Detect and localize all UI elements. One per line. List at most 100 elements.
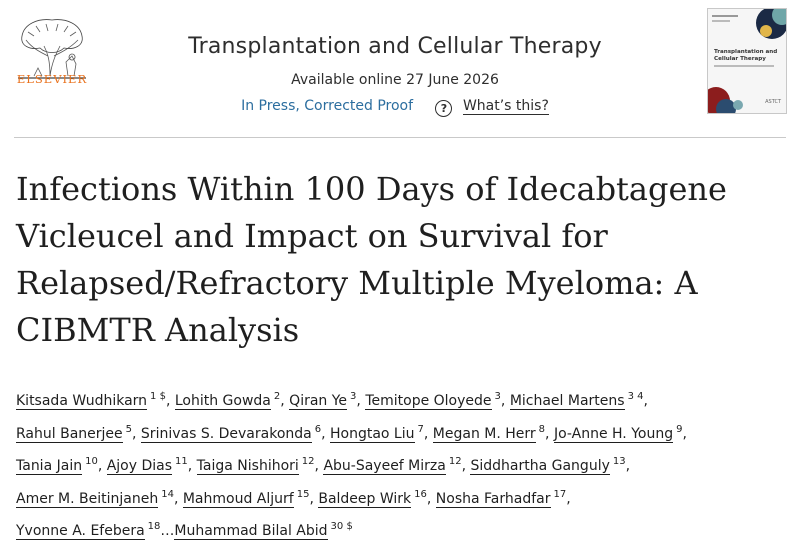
author-separator: , — [321, 425, 326, 442]
author-affiliation: 13 — [612, 456, 626, 467]
publisher-name: ELSEVIER — [16, 72, 88, 86]
author-item[interactable]: Qiran Ye 3, — [289, 391, 361, 410]
author-affiliation: 6 — [314, 423, 322, 435]
author-name[interactable]: Taiga Nishihori — [196, 458, 299, 475]
author-affiliation: 9 — [676, 423, 683, 435]
author-separator: , — [173, 490, 179, 507]
author-item[interactable]: Jo-Anne H. Young 9, — [553, 423, 687, 443]
cover-brand: ASTCT — [765, 99, 781, 105]
author-list: Kitsada Wudhikarn 1 $, Lohith Gowda 2, Qir… — [16, 383, 791, 546]
author-item[interactable]: Kitsada Wudhikarn 1 $, — [16, 391, 171, 410]
available-online-date: Available online 27 June 2026 — [291, 72, 499, 88]
author-affiliation: 7 — [417, 423, 424, 435]
author-separator: , — [426, 490, 432, 507]
author-affiliation: 12 — [448, 456, 462, 467]
author-separator: , — [625, 458, 631, 474]
journal-header: ELSEVIER Transplantation and Cellular Th… — [0, 0, 800, 138]
whats-this-link[interactable]: What’s this? — [462, 98, 549, 115]
author-item[interactable]: Ajoy Dias 11, — [106, 456, 193, 475]
cover-art — [708, 9, 786, 113]
author-name[interactable]: Rahul Banerjee — [16, 425, 123, 443]
author-item[interactable]: Michael Martens 3 4, — [509, 391, 648, 410]
elsevier-tree-icon[interactable] — [14, 8, 90, 90]
author-item[interactable]: Srinivas S. Devarakonda 6, — [140, 423, 326, 443]
author-name[interactable]: Tania Jain — [16, 458, 83, 475]
author-name[interactable]: Baldeep Wirk — [318, 490, 412, 508]
author-affiliation: 3 — [494, 391, 501, 402]
title-line: CIBMTR Analysis — [16, 311, 300, 349]
author-name[interactable]: Abu-Sayeef Mirza — [323, 458, 446, 475]
author-affiliation: 11 — [175, 456, 188, 467]
author-name[interactable]: Megan M. Herr — [432, 425, 536, 443]
author-separator: , — [314, 458, 319, 474]
author-item[interactable]: Muhammad Bilal Abid 30 $ — [174, 521, 353, 540]
author-item[interactable]: Abu-Sayeef Mirza 12, — [323, 456, 467, 475]
author-name[interactable]: Siddhartha Ganguly — [470, 458, 610, 475]
author-item[interactable]: Tania Jain 10, — [16, 456, 103, 475]
author-separator: , — [132, 425, 137, 442]
question-circle-icon[interactable]: ? — [435, 100, 453, 117]
author-item[interactable]: Baldeep Wirk 16, — [318, 488, 432, 508]
author-separator: , — [97, 458, 103, 474]
journal-cover-thumbnail[interactable]: Transplantation and Cellular Therapy AST… — [707, 8, 787, 114]
author-affiliation: 3 4 — [627, 391, 644, 402]
author-separator: , — [187, 458, 193, 474]
author-name[interactable]: Jo-Anne H. Young — [553, 425, 674, 443]
author-affiliation: 8 — [538, 423, 546, 435]
author-separator: , — [643, 393, 648, 409]
author-item[interactable]: Amer M. Beitinjaneh 14, — [16, 488, 179, 508]
author-name[interactable]: Mahmoud Aljurf — [182, 490, 294, 508]
author-name[interactable]: Nosha Farhadfar — [435, 490, 551, 508]
author-item[interactable]: Lohith Gowda 2, — [174, 391, 285, 410]
header-divider — [14, 137, 786, 138]
author-name[interactable]: Srinivas S. Devarakonda — [140, 425, 312, 443]
author-name[interactable]: Amer M. Beitinjaneh — [16, 490, 159, 508]
author-affiliation: 18 — [147, 521, 161, 532]
author-item[interactable]: Yvonne A. Efebera 18… — [16, 521, 175, 540]
author-item[interactable]: Siddhartha Ganguly 13, — [470, 456, 631, 475]
author-item[interactable]: Taiga Nishihori 12, — [196, 456, 319, 475]
author-separator: , — [280, 393, 285, 409]
author-separator: , — [423, 425, 429, 442]
author-affiliation: 5 — [125, 423, 133, 435]
author-affiliation: 2 — [273, 391, 281, 402]
author-separator: , — [566, 490, 571, 507]
author-separator: , — [309, 490, 314, 507]
author-affiliation: 14 — [161, 488, 174, 500]
author-item[interactable]: Rahul Banerjee 5, — [16, 423, 137, 443]
author-affiliation: 1 $ — [150, 391, 166, 402]
author-item[interactable]: Temitope Oloyede 3, — [365, 391, 506, 410]
author-item[interactable]: Hongtao Liu 7, — [330, 423, 429, 443]
article-status-row: In Press, Corrected Proof ? What’s this? — [150, 98, 640, 117]
author-separator: , — [461, 458, 467, 474]
author-name[interactable]: Hongtao Liu — [330, 425, 415, 443]
author-separator: , — [500, 393, 506, 409]
author-name[interactable]: Lohith Gowda — [174, 393, 271, 410]
article-title: Infections Within 100 Days of Idecabtage… — [16, 166, 796, 354]
author-affiliation: 10 — [85, 456, 98, 467]
author-affiliation: 17 — [553, 488, 567, 500]
author-name[interactable]: Ajoy Dias — [106, 458, 173, 475]
author-name[interactable]: Qiran Ye — [289, 393, 348, 410]
author-item[interactable]: Nosha Farhadfar 17, — [435, 488, 571, 508]
author-affiliation: 12 — [301, 456, 315, 467]
author-separator: , — [165, 393, 171, 409]
title-line: Infections Within 100 Days of Idecabtage… — [16, 170, 727, 208]
author-affiliation: 15 — [296, 488, 310, 500]
author-separator: , — [545, 425, 550, 442]
author-separator: , — [356, 393, 361, 409]
author-affiliation: 3 — [350, 391, 357, 402]
author-name[interactable]: Temitope Oloyede — [365, 393, 492, 410]
author-name[interactable]: Michael Martens — [509, 393, 625, 410]
author-affiliation: 16 — [414, 488, 427, 500]
cover-subtitle-line — [714, 65, 774, 67]
author-separator: , — [682, 425, 687, 442]
author-item[interactable]: Megan M. Herr 8, — [432, 423, 550, 443]
author-item[interactable]: Mahmoud Aljurf 15, — [182, 488, 314, 508]
cover-title: Transplantation and Cellular Therapy — [714, 49, 778, 62]
in-press-status-link[interactable]: In Press, Corrected Proof — [241, 98, 414, 114]
author-affiliation: 30 $ — [330, 521, 353, 532]
journal-title[interactable]: Transplantation and Cellular Therapy — [188, 34, 602, 59]
author-separator: … — [160, 523, 175, 539]
author-name[interactable]: Kitsada Wudhikarn — [16, 393, 148, 410]
